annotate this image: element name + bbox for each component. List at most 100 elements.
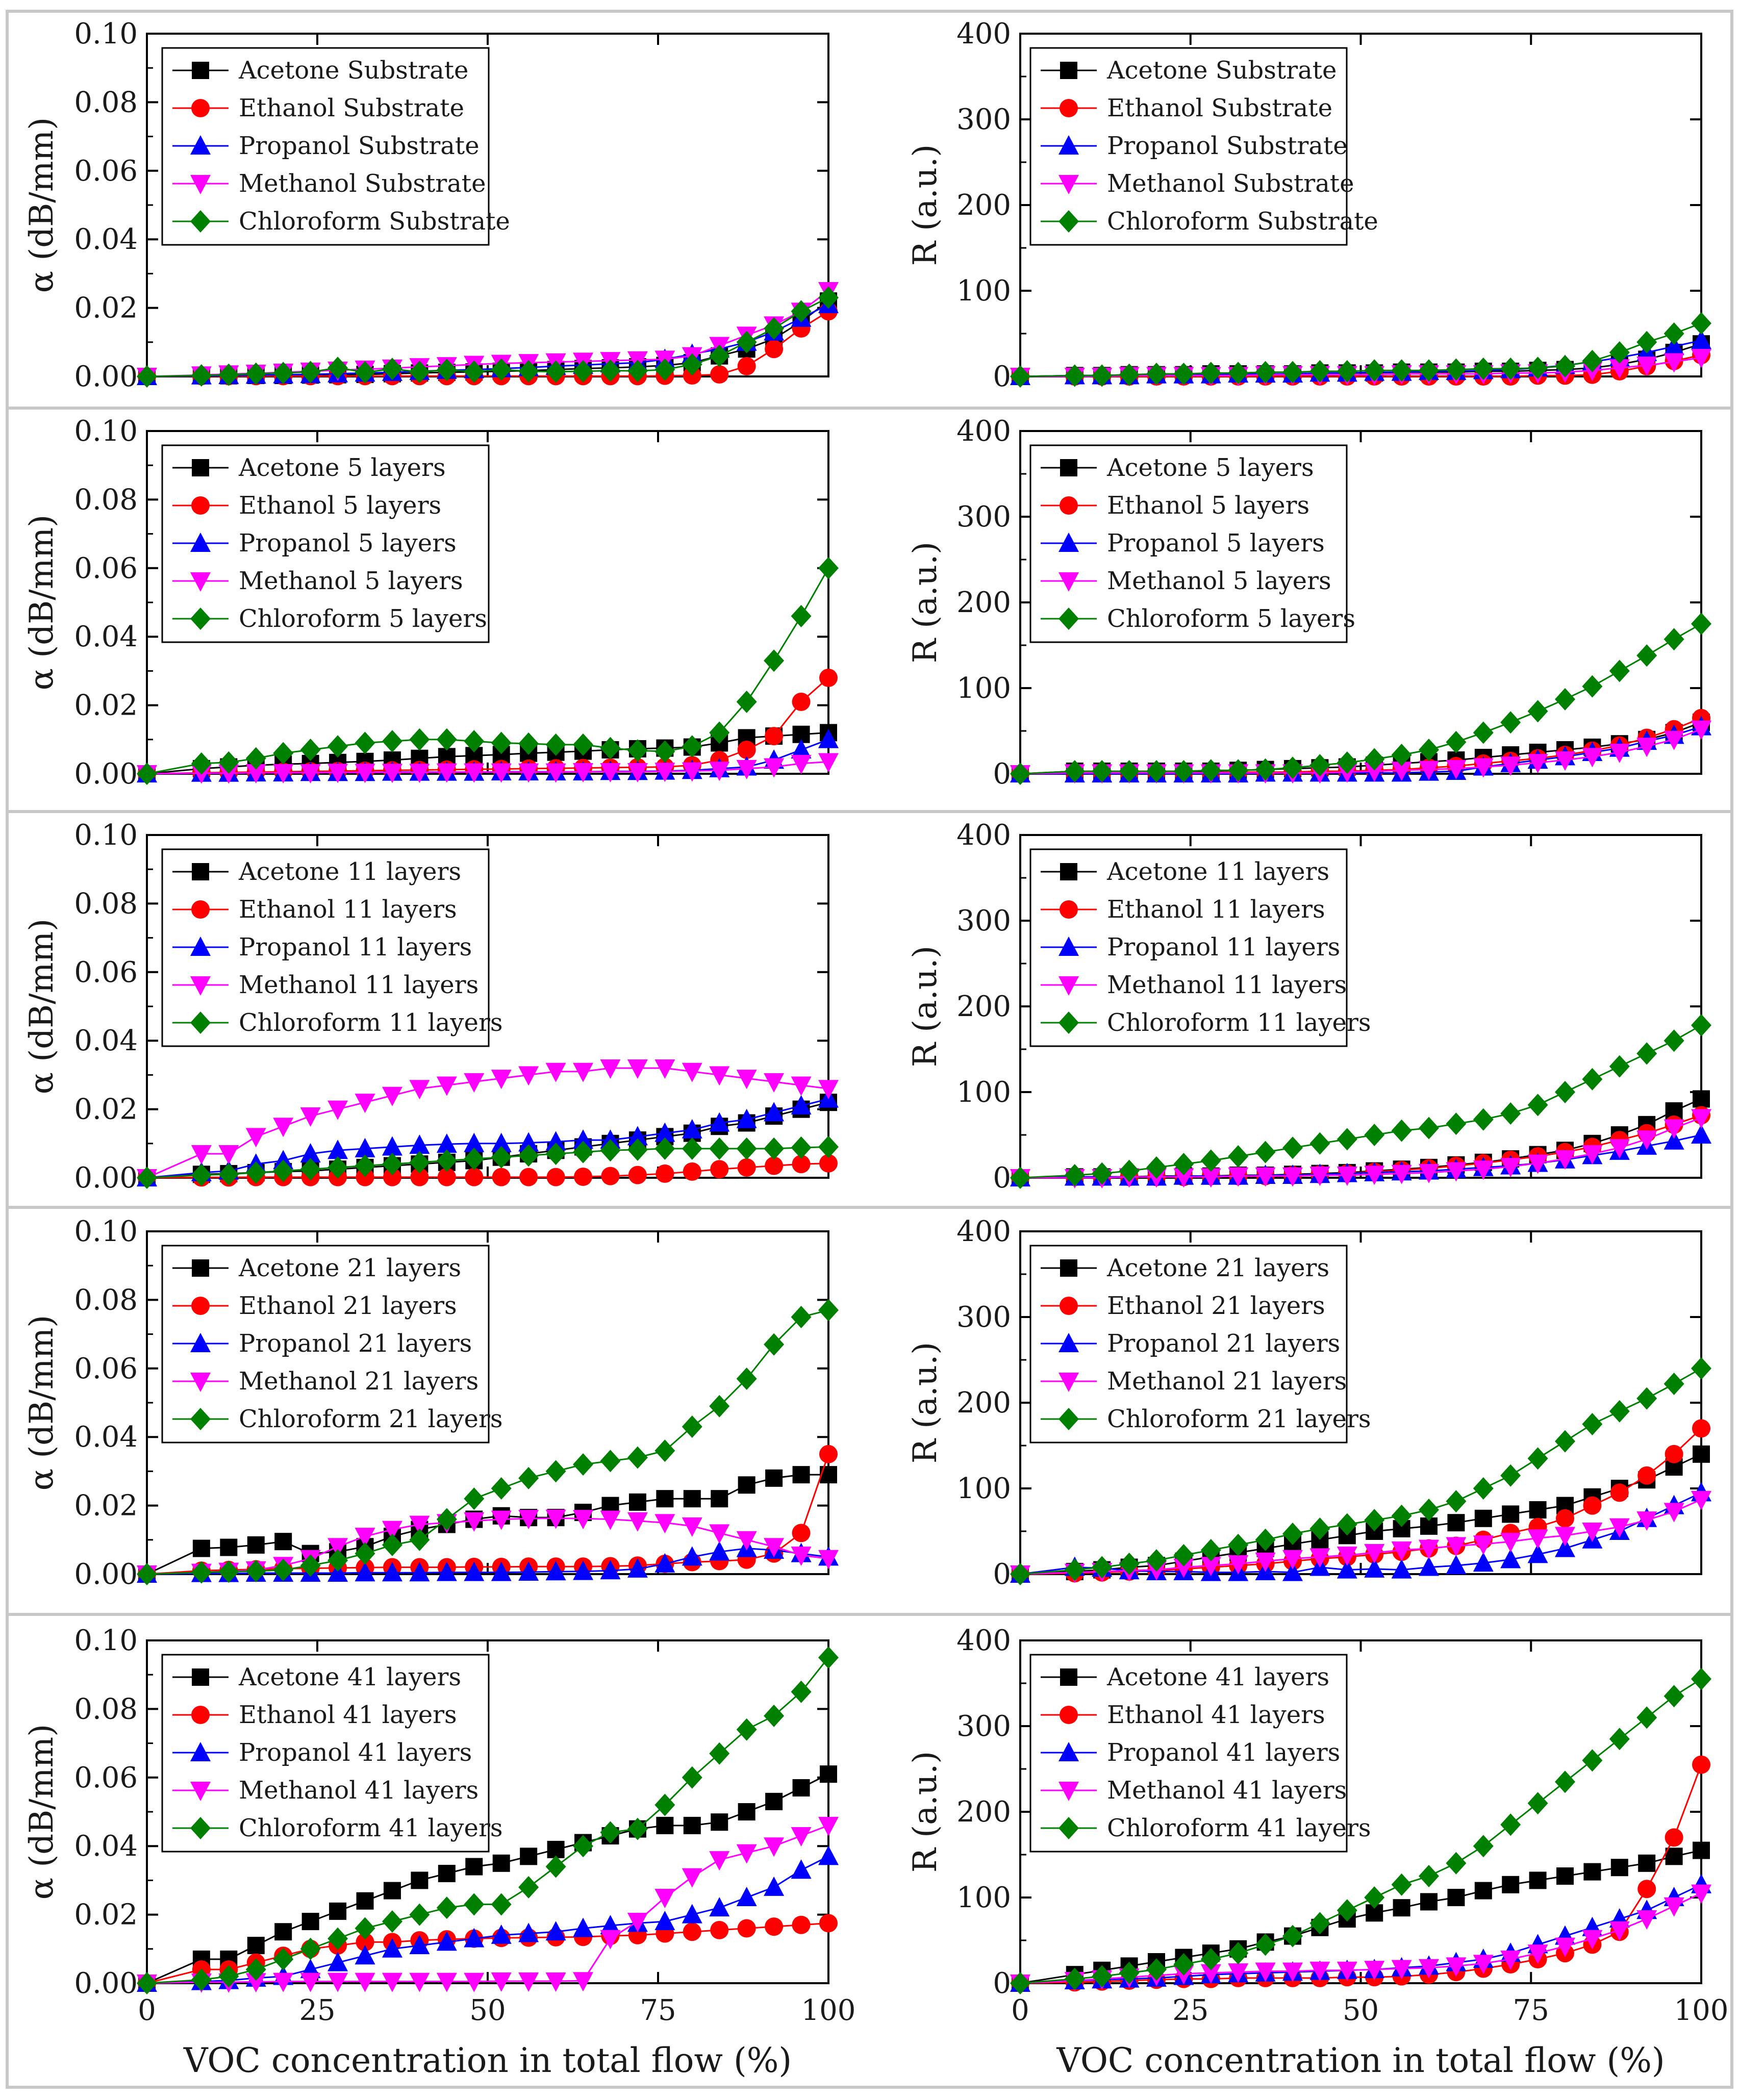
data-point-chloroform	[273, 1947, 294, 1970]
data-point-methanol	[1419, 1539, 1439, 1559]
data-point-ethanol	[574, 1167, 593, 1186]
legend-marker-acetone	[192, 1668, 209, 1686]
data-point-acetone	[1529, 1501, 1547, 1519]
data-point-ethanol	[656, 1164, 674, 1183]
data-point-methanol	[464, 1073, 485, 1093]
data-point-chloroform	[137, 1563, 157, 1585]
data-point-chloroform	[1500, 357, 1521, 380]
legend-label: Ethanol 5 layers	[239, 491, 441, 520]
data-point-propanol	[818, 1845, 839, 1865]
data-point-chloroform	[709, 1742, 730, 1765]
data-point-chloroform	[1636, 1706, 1657, 1729]
y-tick-label: 100	[956, 672, 1011, 705]
y-tick-label: 0.00	[74, 757, 138, 791]
data-point-chloroform	[1391, 1873, 1412, 1896]
legend-label: Methanol Substrate	[1107, 169, 1354, 198]
data-point-chloroform	[818, 1646, 839, 1669]
legend-label: Acetone Substrate	[1106, 56, 1337, 85]
data-point-chloroform	[409, 361, 430, 384]
data-point-methanol	[764, 758, 785, 778]
data-point-chloroform	[245, 362, 266, 385]
data-point-chloroform	[1473, 1477, 1494, 1500]
data-point-chloroform	[573, 360, 594, 383]
data-point-chloroform	[682, 735, 702, 758]
data-point-methanol	[436, 763, 457, 783]
data-point-propanol	[573, 1560, 594, 1580]
chart-panel-8: 0 100 200 300 400 R (a.u.) Acetone 21 layers Et…	[906, 1215, 1711, 1591]
data-point-chloroform	[1173, 760, 1194, 782]
data-point-methanol	[1527, 1529, 1548, 1549]
legend: Acetone 5 layers Ethanol 5 layers Propanol…	[161, 444, 490, 643]
data-point-methanol	[1364, 1544, 1385, 1563]
data-point-ethanol	[519, 1168, 538, 1186]
x-tick-label: 50	[1343, 1994, 1379, 2027]
data-point-chloroform	[327, 357, 348, 379]
data-point-chloroform	[300, 1554, 321, 1577]
data-point-chloroform	[791, 1680, 812, 1703]
data-point-chloroform	[1173, 362, 1194, 385]
series-chloroform-21-layers	[1010, 1357, 1711, 1585]
legend-label: Chloroform 41 layers	[1107, 1814, 1371, 1842]
chart-panel-10: 0 100 200 300 400 0 25 50 75 100 R (a.u.) Acetone 4…	[906, 1624, 1728, 2027]
data-point-methanol	[545, 1062, 566, 1082]
y-tick-label: 0.00	[74, 1558, 138, 1591]
data-point-methanol	[1636, 357, 1657, 376]
legend-label: Propanol 41 layers	[239, 1738, 472, 1767]
y-axis-title: α (dB/mm)	[23, 515, 61, 690]
data-point-acetone	[520, 1848, 538, 1865]
data-point-methanol	[818, 753, 839, 773]
data-point-acetone	[711, 1813, 728, 1831]
data-point-chloroform	[218, 1163, 239, 1186]
legend-label: Methanol 11 layers	[1107, 971, 1347, 999]
legend-marker-ethanol	[1060, 1297, 1078, 1315]
data-point-methanol	[545, 1509, 566, 1529]
legend-marker-methanol	[190, 1782, 211, 1801]
data-point-acetone	[411, 1871, 429, 1889]
data-point-chloroform	[1173, 1544, 1194, 1567]
y-tick-label: 0.10	[74, 17, 138, 50]
data-point-chloroform	[1446, 1852, 1467, 1875]
chart-panel-9: 0.00 0.02 0.04 0.06 0.08 0.10 0 25 50 75 100 α (dB/…	[23, 1624, 855, 2027]
data-point-chloroform	[382, 730, 402, 753]
data-point-methanol	[1555, 751, 1575, 771]
data-point-chloroform	[1064, 1967, 1085, 1990]
data-point-methanol	[1255, 1962, 1276, 1982]
data-point-methanol	[627, 1059, 648, 1079]
legend-marker-chloroform	[1058, 1408, 1079, 1430]
legend-marker-acetone	[192, 62, 209, 79]
data-point-methanol	[245, 1128, 266, 1148]
data-point-chloroform	[1473, 357, 1494, 380]
data-point-acetone	[1638, 1854, 1656, 1872]
data-point-chloroform	[464, 1148, 485, 1171]
data-point-chloroform	[464, 360, 485, 383]
data-point-chloroform	[436, 1508, 457, 1531]
x-tick-label: 50	[469, 1994, 506, 2027]
data-point-methanol	[1228, 1555, 1249, 1575]
data-point-ethanol	[1637, 1466, 1656, 1485]
data-point-chloroform	[764, 1333, 785, 1356]
data-point-chloroform	[1446, 730, 1467, 753]
data-point-propanol	[654, 1553, 675, 1573]
data-point-methanol	[464, 1512, 485, 1532]
data-point-ethanol	[628, 1166, 647, 1184]
legend-marker-acetone	[192, 459, 209, 476]
data-point-propanol	[709, 1112, 730, 1132]
data-point-ethanol	[737, 1158, 756, 1177]
y-tick-label: 0.04	[74, 223, 138, 256]
legend-label: Chloroform Substrate	[1107, 207, 1378, 236]
data-point-acetone	[656, 1816, 674, 1834]
data-point-chloroform	[355, 1542, 375, 1565]
data-point-ethanol	[601, 1167, 620, 1185]
data-point-methanol	[573, 763, 594, 782]
data-point-propanol	[1446, 1555, 1467, 1575]
data-point-chloroform	[1309, 1912, 1330, 1935]
data-point-methanol	[709, 1851, 730, 1871]
legend-label: Methanol 5 layers	[1107, 567, 1331, 595]
data-point-ethanol	[383, 1168, 401, 1186]
y-tick-label: 0	[993, 360, 1011, 393]
data-point-acetone	[792, 1466, 810, 1484]
legend-label: Propanol Substrate	[239, 132, 480, 160]
data-point-acetone	[1420, 1893, 1438, 1911]
y-tick-label: 100	[956, 1076, 1011, 1109]
data-point-acetone	[1502, 1505, 1520, 1523]
